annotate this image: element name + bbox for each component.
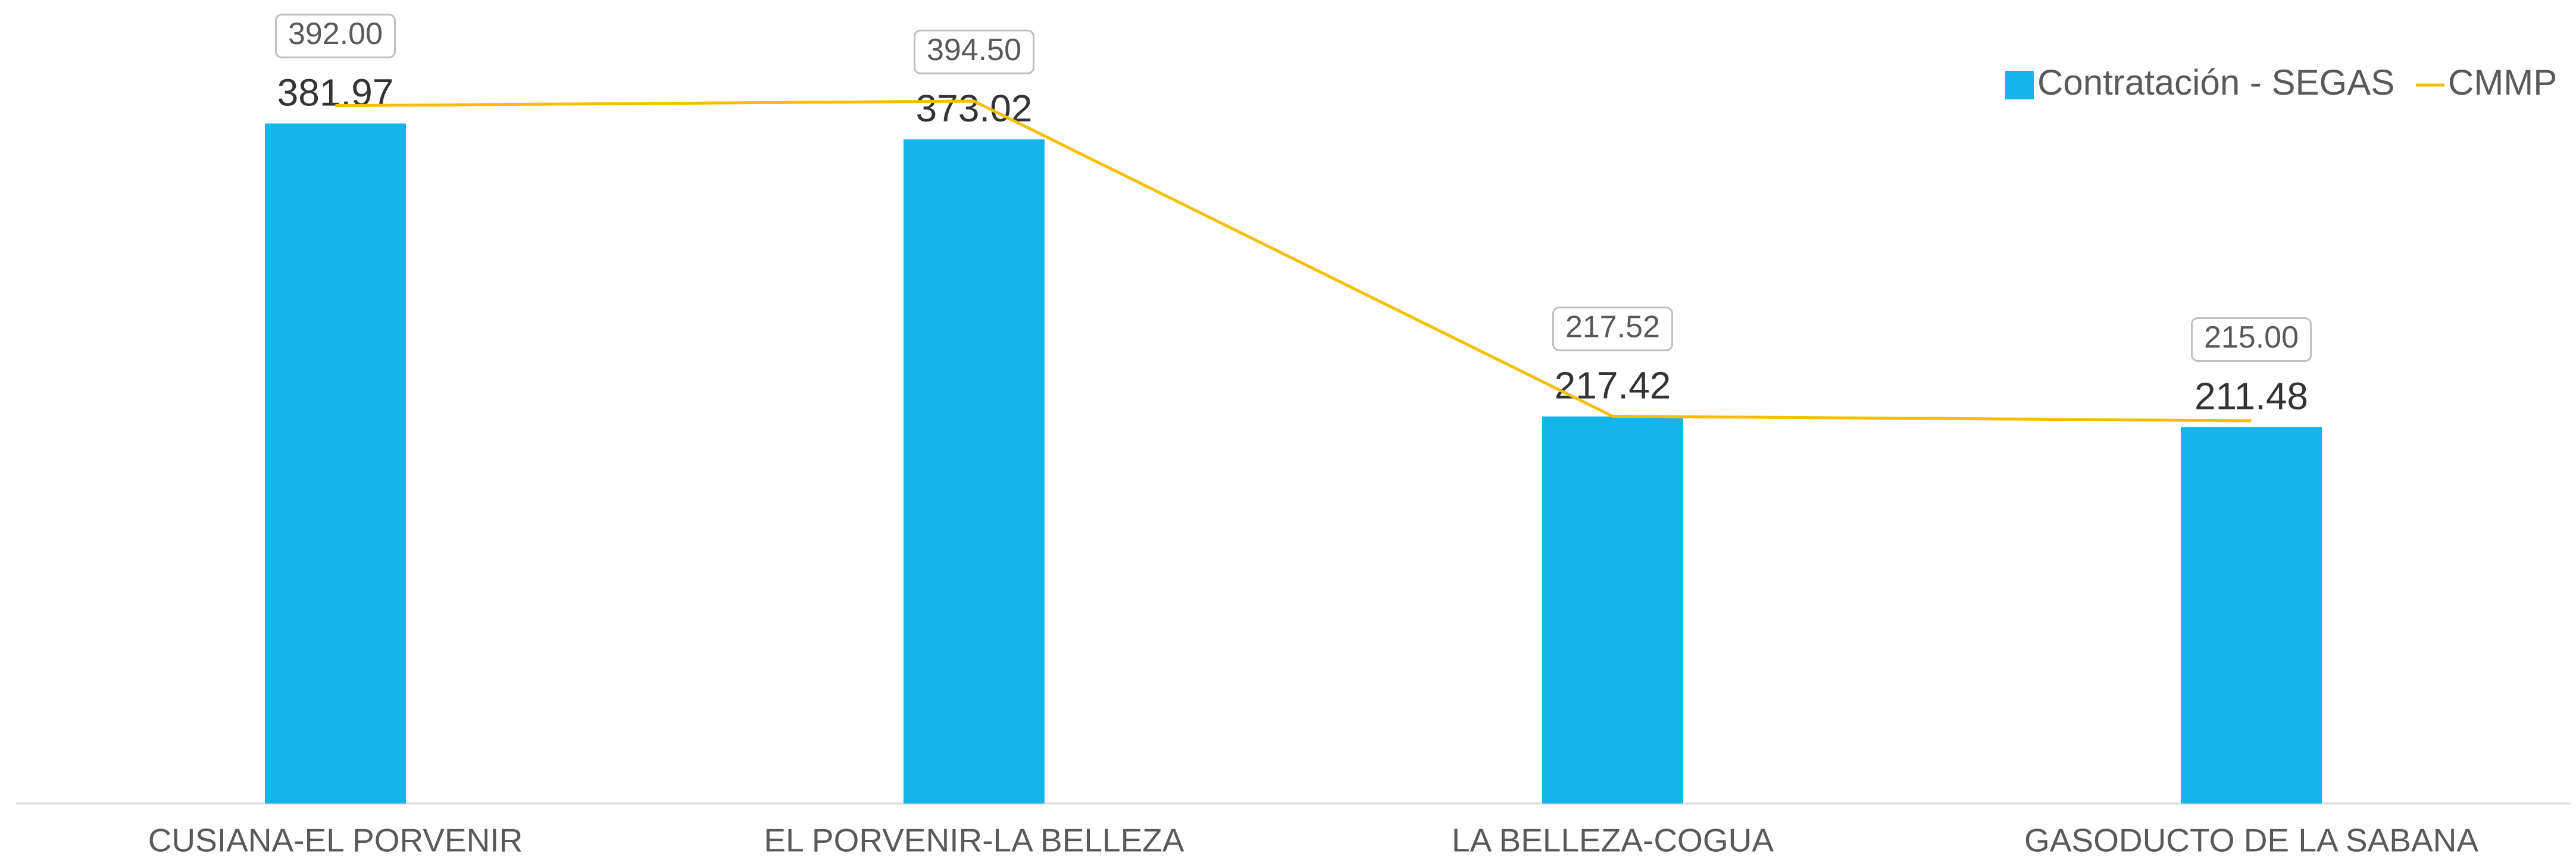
line-value-label: 217.52 — [1565, 309, 1660, 344]
bar-value-label: 373.02 — [916, 87, 1033, 130]
bar — [1542, 416, 1683, 804]
x-tick-label: LA BELLEZA-COGUA — [1452, 822, 1774, 859]
line — [335, 99, 2252, 423]
legend-label: Contratación - SEGAS — [2037, 62, 2394, 102]
value-label-box — [914, 29, 1034, 74]
bar — [265, 123, 406, 804]
x-tick-label: CUSIANA-EL PORVENIR — [148, 822, 523, 859]
bar — [904, 139, 1045, 804]
bar-value-label: 211.48 — [2194, 374, 2308, 417]
bar-value-label: 217.42 — [1555, 364, 1671, 407]
x-tick-label: EL PORVENIR-LA BELLEZA — [764, 822, 1184, 859]
value-label-box — [1552, 307, 1673, 352]
bar-value-label: 381.97 — [277, 71, 394, 114]
legend-swatch — [2005, 71, 2034, 99]
value-label-box — [2191, 317, 2312, 362]
line-value-label: 394.50 — [927, 33, 1021, 67]
line-value-label: 392.00 — [288, 17, 383, 51]
legend-label: CMMP — [2448, 62, 2557, 102]
bar — [2181, 427, 2322, 804]
x-tick-label: GASODUCTO DE LA SABANA — [2024, 822, 2478, 859]
value-label-box — [275, 13, 396, 58]
line-value-label: 215.00 — [2204, 320, 2299, 355]
